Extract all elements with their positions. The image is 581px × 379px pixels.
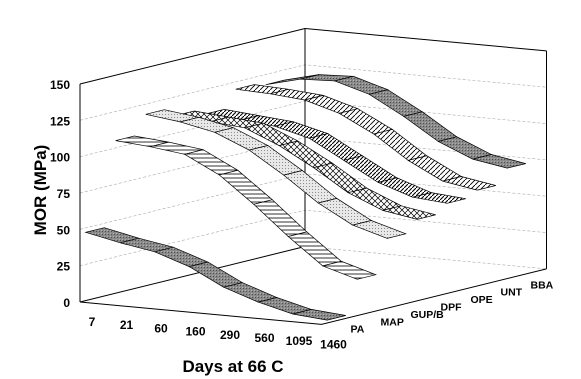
x-tick-label: 1095: [286, 334, 313, 348]
x-tick-label: 21: [120, 318, 134, 332]
x-tick-label: 1460: [320, 337, 347, 351]
ribbon-segment: [351, 220, 407, 239]
x-tick-label: 60: [154, 321, 168, 335]
x-tick-label: 7: [89, 315, 96, 329]
x-axis-label: Days at 66 C: [182, 357, 283, 376]
series-label: BBA: [531, 279, 554, 291]
ribbon-bba: [265, 74, 526, 169]
axis-frame: [79, 27, 547, 325]
ribbon-segment: [472, 154, 526, 169]
series-label: UNT: [501, 287, 523, 299]
series-label: GUP/B: [411, 309, 445, 321]
y-tick-label: 25: [57, 260, 71, 274]
ribbon-segment: [412, 192, 466, 204]
x-tick-labels: 7 21 60 160 290 560 1095 1460: [89, 315, 348, 351]
ribbon-segment: [442, 176, 496, 191]
ribbon-dpf: [175, 110, 436, 220]
series-label: OPE: [471, 294, 493, 306]
ribbon-unt: [235, 84, 496, 191]
y-tick-label: 125: [50, 114, 70, 128]
ribbon-segment: [382, 205, 436, 220]
data-ribbons: [84, 74, 526, 321]
x-tick-label: 160: [185, 325, 205, 339]
y-axis-label: MOR (MPa): [31, 145, 50, 236]
series-label: MAP: [381, 316, 404, 328]
ribbon-segment: [321, 260, 377, 280]
series-label: PA: [351, 324, 365, 336]
ribbon-ope: [205, 109, 466, 204]
ribbon-segment: [292, 309, 346, 321]
y-tick-label: 75: [57, 187, 71, 201]
x-tick-label: 290: [220, 328, 240, 342]
y-tick-label: 50: [57, 223, 71, 237]
series-label: DPF: [441, 302, 463, 314]
ribbon-pa: [84, 227, 346, 321]
ribbon-map: [115, 135, 377, 280]
ribbon-gup-b: [145, 109, 407, 239]
floor-left-edge: [79, 246, 306, 303]
x-tick-label: 560: [254, 331, 274, 345]
y-tick-label: 150: [50, 78, 70, 92]
y-tick-label: 0: [63, 296, 70, 310]
y-tick-label: 100: [50, 151, 70, 165]
floor-front-edge: [79, 268, 547, 325]
y-tick-labels: 0 25 50 75 100 125 150: [50, 78, 70, 310]
